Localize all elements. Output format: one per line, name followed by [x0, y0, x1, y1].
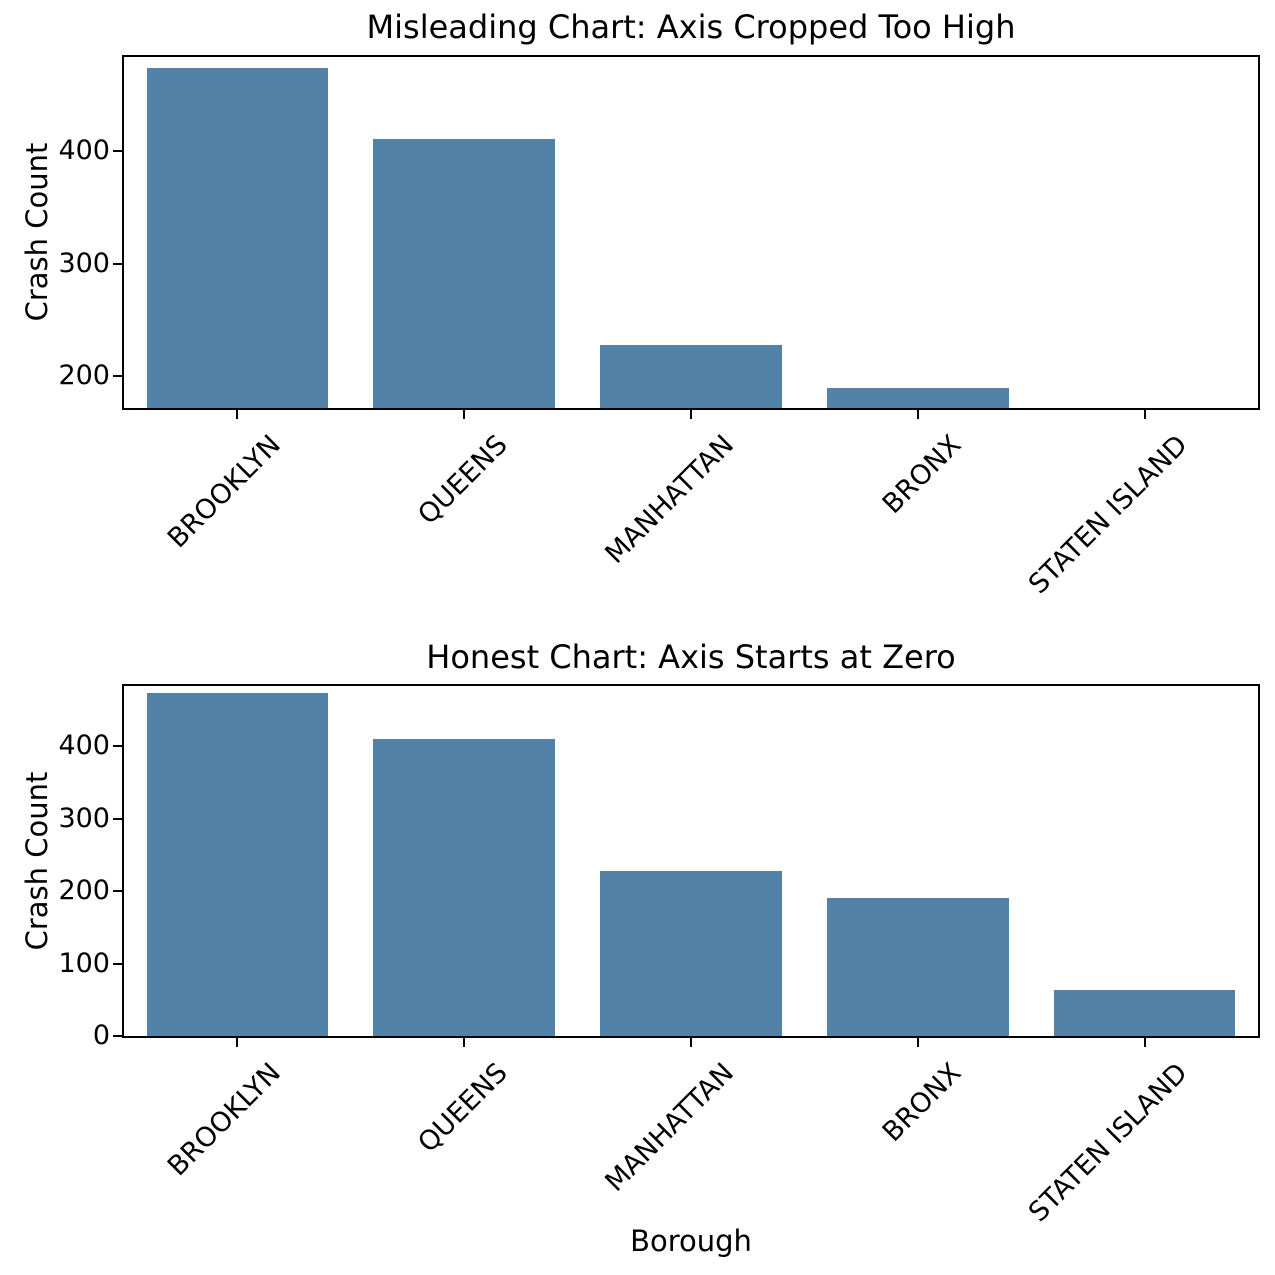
x-tick-label-brooklyn: BROOKLYN — [161, 429, 287, 555]
x-tick-label-staten-island: STATEN ISLAND — [1023, 1057, 1194, 1229]
bar-brooklyn — [146, 68, 329, 408]
y-tick — [113, 375, 122, 378]
bar-queens — [373, 738, 555, 1036]
x-tick-label-manhattan: MANHATTAN — [599, 1057, 741, 1198]
y-axis-label: Crash Count — [20, 771, 54, 951]
x-tick — [1143, 410, 1146, 419]
x-tick — [690, 410, 692, 419]
y-tick-label: 300 — [58, 802, 110, 834]
y-tick — [113, 262, 122, 265]
y-tick-label: 300 — [58, 247, 110, 279]
chart-title-honest: Honest Chart: Axis Starts at Zero — [426, 638, 956, 676]
bar-staten-island — [1053, 990, 1236, 1036]
y-tick — [113, 962, 122, 965]
y-tick-label: 0 — [92, 1020, 110, 1051]
x-tick-label-staten-island: STATEN ISLAND — [1023, 429, 1194, 601]
x-tick — [463, 410, 466, 419]
bar-queens — [373, 139, 555, 408]
bar-bronx — [827, 898, 1009, 1036]
x-tick — [916, 1038, 919, 1047]
x-tick — [916, 410, 919, 419]
bar-manhattan — [600, 870, 782, 1036]
x-tick-label-brooklyn: BROOKLYN — [161, 1057, 287, 1183]
x-tick — [1143, 1038, 1146, 1047]
x-tick-label-bronx: BRONX — [876, 429, 968, 520]
x-tick-label-queens: QUEENS — [411, 429, 514, 531]
y-tick-label: 200 — [58, 875, 110, 907]
x-tick-label-queens: QUEENS — [411, 1057, 514, 1159]
y-tick — [113, 745, 122, 748]
y-tick-label: 100 — [58, 947, 110, 979]
bar-bronx — [827, 387, 1009, 408]
y-tick — [113, 817, 122, 820]
y-tick — [113, 149, 122, 152]
x-axis-label: Borough — [630, 1224, 752, 1258]
x-tick — [463, 1038, 466, 1047]
y-tick — [113, 1035, 122, 1037]
bar-brooklyn — [146, 693, 329, 1036]
x-tick — [690, 1038, 692, 1047]
y-tick-label: 400 — [58, 730, 110, 762]
bar-manhattan — [600, 344, 782, 408]
y-tick-label: 200 — [58, 360, 110, 392]
y-tick — [113, 890, 122, 893]
x-tick-label-bronx: BRONX — [876, 1057, 968, 1148]
y-tick-label: 400 — [58, 134, 110, 166]
x-tick — [236, 410, 239, 419]
chart-title-misleading: Misleading Chart: Axis Cropped Too High — [366, 8, 1016, 46]
x-tick-label-manhattan: MANHATTAN — [599, 429, 741, 570]
x-tick — [236, 1038, 239, 1047]
y-axis-label: Crash Count — [20, 142, 54, 322]
